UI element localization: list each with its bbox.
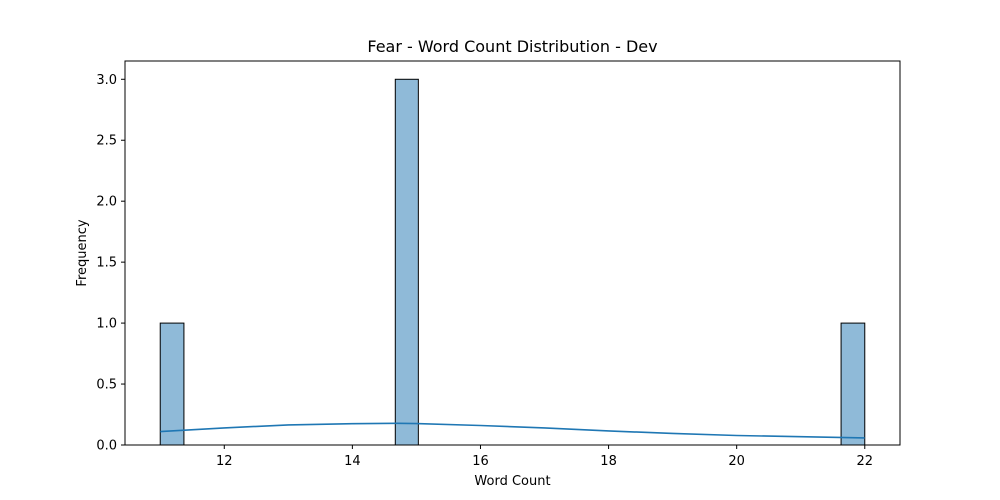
x-tick-label: 20 [728, 454, 745, 469]
kde-line [160, 422, 865, 439]
x-tick-label: 16 [472, 454, 489, 469]
y-tick-label: 3.0 [96, 73, 117, 88]
x-tick-label: 14 [344, 454, 361, 469]
y-tick-label: 2.5 [96, 134, 117, 149]
histogram-bar-0 [159, 322, 185, 446]
y-tick-label: 0.0 [96, 439, 117, 454]
y-tick-label: 0.5 [96, 378, 117, 393]
histogram-bar-2 [840, 322, 866, 446]
x-tick-label: 18 [600, 454, 617, 469]
x-axis-label: Word Count [474, 474, 550, 489]
x-tick-label: 12 [216, 454, 233, 469]
histogram-bar-1 [394, 78, 419, 446]
y-tick-label: 1.0 [96, 317, 117, 332]
chart-title: Fear - Word Count Distribution - Dev [367, 37, 657, 56]
y-axis-label: Frequency [75, 219, 90, 286]
x-axis-ticks: 12 14 16 18 20 22 [216, 445, 873, 469]
y-tick-label: 2.0 [96, 195, 117, 210]
bars-group [159, 78, 866, 446]
kde-group [160, 422, 865, 439]
plot-frame [124, 60, 901, 446]
y-axis-ticks: 0.0 0.5 1.0 1.5 2.0 2.5 3.0 [96, 73, 125, 454]
y-tick-label: 1.5 [96, 256, 117, 271]
x-tick-label: 22 [856, 454, 873, 469]
